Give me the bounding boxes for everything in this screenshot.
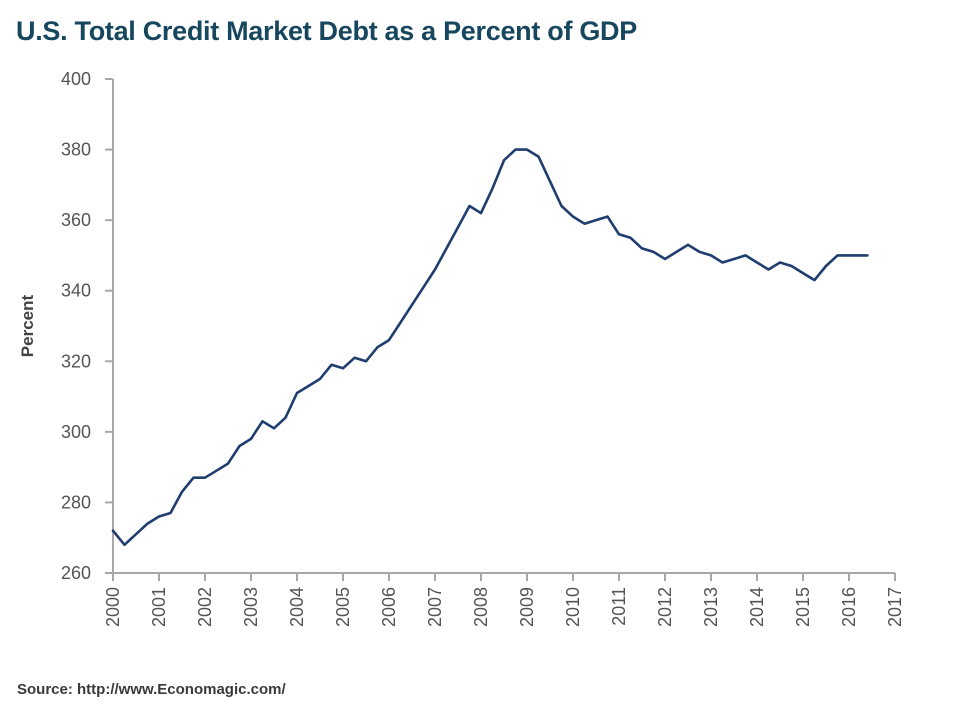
y-tick-label: 280 (61, 492, 91, 512)
x-tick-label: 2005 (333, 587, 353, 627)
x-tick-label: 2017 (885, 587, 905, 627)
y-tick-label: 400 (61, 69, 91, 89)
axes (105, 78, 896, 581)
x-tick-label: 2012 (655, 587, 675, 627)
chart-title: U.S. Total Credit Market Debt as a Perce… (16, 16, 637, 46)
y-tick-label: 340 (61, 281, 91, 301)
y-axis-title: Percent (18, 294, 37, 357)
y-tick-label: 380 (61, 140, 91, 160)
x-tick-label: 2014 (747, 587, 767, 627)
x-tick-label: 2003 (241, 587, 261, 627)
x-tick-label: 2002 (195, 587, 215, 627)
x-tick-label: 2010 (563, 587, 583, 627)
x-tick-label: 2000 (103, 587, 123, 627)
x-tick-label: 2001 (149, 587, 169, 627)
y-tick-label: 320 (61, 351, 91, 371)
source-note: Source: http://www.Economagic.com/ (17, 681, 286, 698)
x-tick-label: 2016 (839, 587, 859, 627)
x-tick-label: 2008 (471, 587, 491, 627)
y-tick-label: 300 (61, 422, 91, 442)
x-tick-label: 2015 (793, 587, 813, 627)
x-tick-label: 2007 (425, 587, 445, 627)
x-tick-label: 2009 (517, 587, 537, 627)
x-tick-label: 2013 (701, 587, 721, 627)
x-tick-label: 2006 (379, 587, 399, 627)
y-tick-label: 260 (61, 563, 91, 583)
data-series (111, 148, 869, 547)
x-tick-label: 2011 (609, 587, 629, 626)
series-line (111, 148, 869, 547)
tick-labels: 260 280 300 320 340 360 380 400 2000 2001 2002 2003… (61, 69, 905, 627)
x-tick-label: 2004 (287, 587, 307, 627)
y-tick-label: 360 (61, 210, 91, 230)
